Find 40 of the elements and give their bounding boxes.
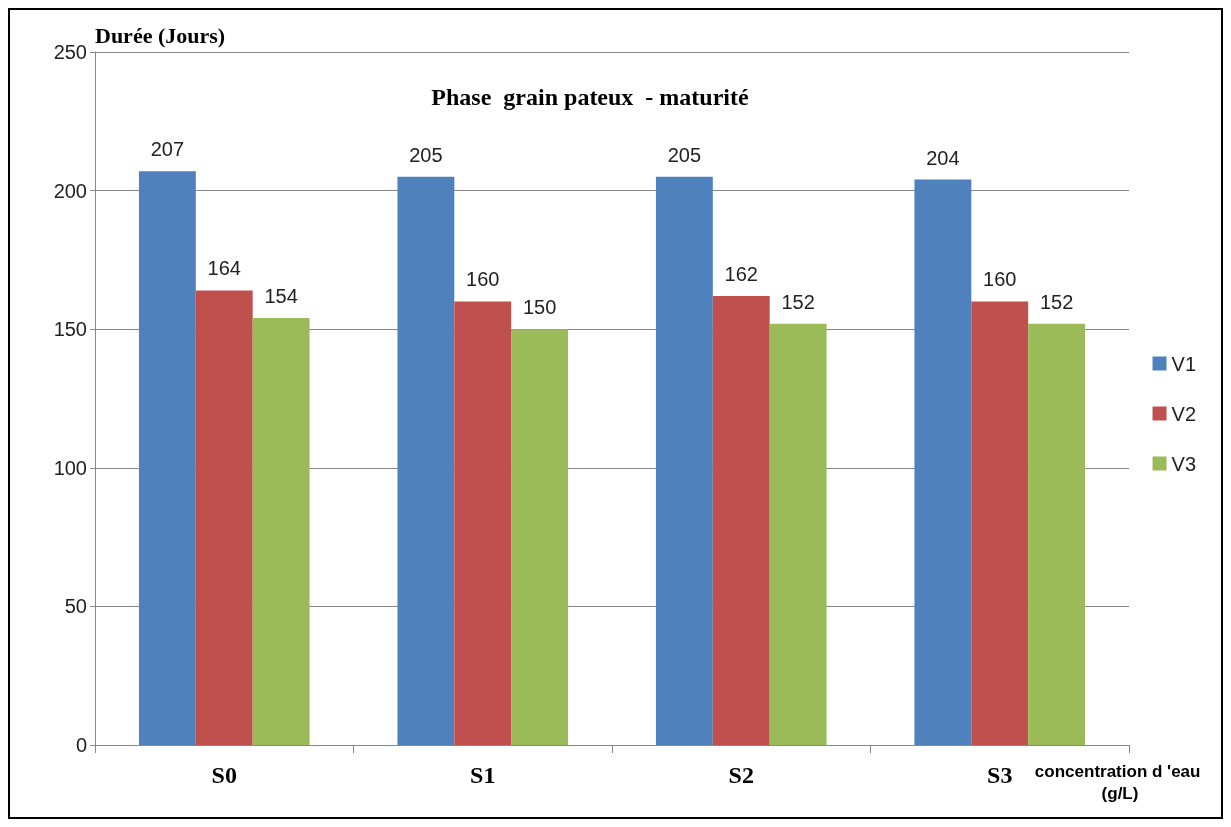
bar bbox=[252, 318, 310, 745]
x-axis-title: concentration d 'eau (g/L) bbox=[1034, 761, 1206, 803]
data-label: 205 bbox=[409, 143, 443, 166]
x-tick-label: S1 bbox=[470, 762, 496, 788]
bar bbox=[195, 290, 253, 745]
bar bbox=[655, 176, 713, 745]
y-tick-label: 150 bbox=[53, 318, 87, 341]
data-label: 164 bbox=[207, 257, 241, 280]
data-label: 204 bbox=[926, 146, 960, 169]
y-tick-label: 250 bbox=[53, 41, 87, 63]
data-label: 152 bbox=[1039, 290, 1074, 313]
y-tick-label: 0 bbox=[75, 734, 87, 756]
data-label: 205 bbox=[667, 143, 702, 166]
bar bbox=[1028, 323, 1086, 745]
bar bbox=[511, 329, 569, 745]
y-axis-title: Durée (Jours) bbox=[95, 22, 226, 48]
bar bbox=[454, 301, 512, 745]
y-tick-label: 50 bbox=[64, 595, 87, 618]
legend-label: V2 bbox=[1171, 402, 1197, 425]
data-label: 160 bbox=[466, 268, 500, 291]
bar bbox=[914, 179, 972, 745]
data-label: 207 bbox=[150, 138, 185, 161]
x-tick-label: S3 bbox=[987, 762, 1013, 788]
x-tick-label: S0 bbox=[211, 762, 237, 788]
x-tick-label: S2 bbox=[728, 762, 754, 788]
bar bbox=[712, 295, 770, 745]
legend-label: V1 bbox=[1171, 352, 1197, 375]
data-label: 150 bbox=[522, 296, 557, 319]
y-tick-label: 100 bbox=[53, 456, 87, 479]
data-label: 160 bbox=[983, 268, 1017, 291]
y-tick-label: 200 bbox=[53, 179, 87, 202]
bar bbox=[397, 176, 455, 745]
bar bbox=[769, 323, 827, 745]
legend-label: V3 bbox=[1171, 452, 1197, 475]
bar bbox=[971, 301, 1029, 745]
data-label: 152 bbox=[781, 290, 815, 313]
data-label: 162 bbox=[724, 262, 758, 285]
data-label: 154 bbox=[264, 285, 298, 308]
text: Phase grain pateux - maturité bbox=[431, 84, 749, 110]
bar bbox=[138, 171, 196, 745]
